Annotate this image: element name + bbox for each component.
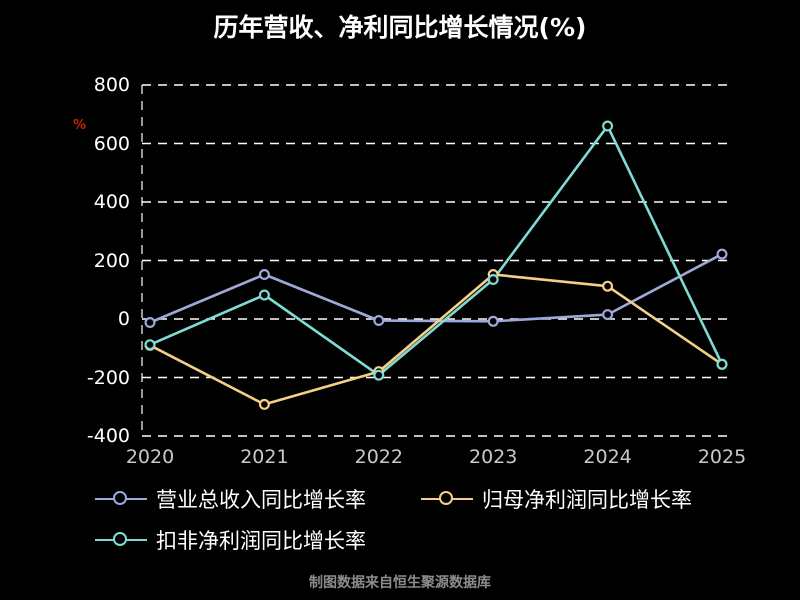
y-axis-ticks: 800 600 400 200 0 -200 -400	[0, 74, 130, 447]
legend-item[interactable]: 归母净利润同比增长率	[421, 484, 692, 514]
data-point[interactable]	[144, 317, 156, 329]
series-line	[148, 273, 724, 406]
data-point[interactable]	[716, 358, 728, 370]
series-line	[148, 252, 724, 324]
legend-label: 扣非净利润同比增长率	[156, 528, 366, 553]
y-axis-tick-label: 600	[93, 132, 130, 155]
data-point[interactable]	[373, 315, 385, 327]
legend-row: 营业总收入同比增长率 归母净利润同比增长率	[95, 478, 755, 519]
x-axis-tick-label: 2021	[240, 446, 289, 468]
plot-svg	[141, 84, 730, 437]
y-axis-tick-label: -200	[86, 366, 130, 389]
y-axis-unit-label: %	[73, 118, 87, 133]
y-axis-tick-label: 400	[93, 191, 130, 213]
data-point[interactable]	[487, 274, 499, 286]
y-axis-tick-label: 200	[93, 249, 130, 272]
x-axis-tick-label: 2022	[354, 446, 403, 468]
data-point[interactable]	[258, 398, 270, 410]
footer-note: 制图数据来自恒生聚源数据库	[309, 575, 491, 591]
y-axis-tick-label: 0	[117, 308, 130, 330]
legend-marker-icon	[421, 490, 473, 508]
y-axis-tick-label: 800	[93, 74, 130, 96]
x-axis-tick-label: 2023	[469, 446, 518, 468]
x-axis-tick-label: 2020	[125, 446, 175, 468]
legend-item[interactable]: 扣非净利润同比增长率	[95, 525, 366, 555]
data-point[interactable]	[716, 248, 728, 260]
legend-item[interactable]: 营业总收入同比增长率	[95, 484, 366, 514]
legend-label: 营业总收入同比增长率	[156, 487, 366, 512]
y-axis-tick-label: -400	[86, 425, 130, 447]
x-axis-tick-label: 2025	[697, 446, 747, 468]
legend-label: 归母净利润同比增长率	[482, 487, 692, 512]
chart-title: 历年营收、净利同比增长情况(%)	[213, 13, 587, 42]
data-point[interactable]	[602, 309, 614, 321]
legend-marker-icon	[95, 490, 147, 508]
legend-marker-icon	[95, 531, 147, 549]
data-point[interactable]	[258, 269, 270, 281]
data-point[interactable]	[144, 339, 156, 351]
legend-row: 扣非净利润同比增长率	[95, 519, 755, 560]
data-point[interactable]	[487, 315, 499, 327]
x-axis-tick-label: 2024	[583, 446, 632, 468]
data-point[interactable]	[602, 120, 614, 132]
plot-area	[141, 84, 730, 437]
data-point[interactable]	[602, 280, 614, 292]
series-line	[148, 124, 724, 377]
data-point[interactable]	[373, 369, 385, 381]
data-point[interactable]	[258, 289, 270, 301]
x-axis-ticks: 2020 2021 2022 2023 2024 2025	[126, 446, 746, 476]
chart-legend: 营业总收入同比增长率 归母净利润同比增长率扣非净利润同比增长率	[95, 478, 755, 560]
